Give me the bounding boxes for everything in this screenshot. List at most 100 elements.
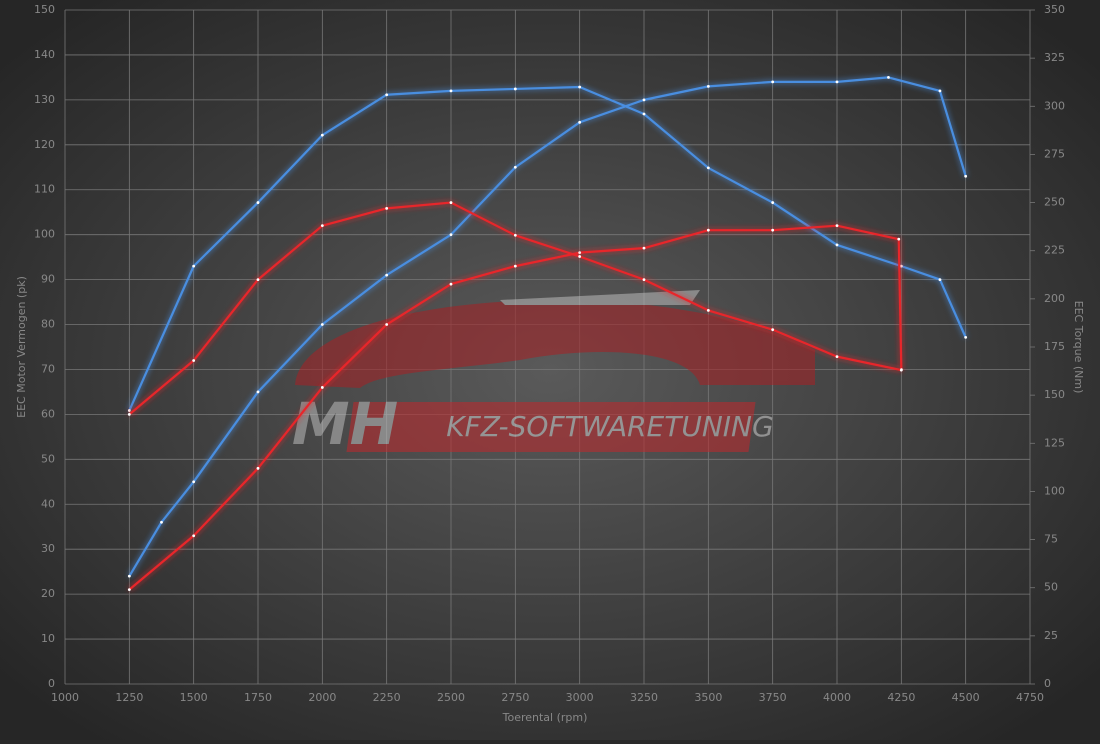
y2-tick-label: 150 [1044, 388, 1065, 401]
point [160, 520, 163, 524]
y2-tick-label: 200 [1044, 292, 1065, 305]
point [706, 309, 710, 312]
point [513, 87, 517, 91]
point [578, 120, 582, 124]
point [449, 201, 453, 204]
y-tick-label: 120 [34, 138, 55, 151]
point [513, 264, 517, 268]
point [192, 480, 196, 484]
point [127, 413, 131, 416]
series-line [128, 76, 967, 577]
x-tick-label: 2750 [501, 691, 529, 704]
y2-tick-label: 125 [1044, 436, 1065, 449]
point [449, 89, 453, 93]
x-tick-label: 4250 [887, 691, 915, 704]
y2-tick-label: 75 [1044, 533, 1058, 546]
point [642, 278, 646, 281]
y-tick-label: 150 [34, 3, 55, 16]
point [385, 93, 389, 97]
x-tick-label: 1500 [180, 691, 208, 704]
x-tick-label: 3500 [694, 691, 722, 704]
y2-axis-label: EEC Torque (Nm) [1072, 301, 1085, 394]
y-tick-label: 40 [41, 497, 55, 510]
point [192, 264, 196, 268]
y-tick-label: 10 [41, 632, 55, 645]
point [320, 323, 324, 326]
point [938, 278, 942, 281]
point [127, 588, 131, 592]
x-tick-label: 4750 [1016, 691, 1044, 704]
watermark-band [346, 402, 756, 452]
watermark: MH KFZ-SOFTWARETUNING [292, 290, 815, 458]
y2-tick-label: 50 [1044, 581, 1058, 594]
point [320, 224, 324, 228]
y-tick-label: 100 [34, 228, 55, 241]
y-tick-label: 80 [41, 318, 55, 331]
point [706, 84, 710, 88]
point [256, 390, 260, 394]
watermark-text: KFZ-SOFTWARETUNING [446, 410, 773, 443]
point [899, 264, 903, 268]
x-tick-label: 4500 [952, 691, 980, 704]
point [127, 574, 131, 578]
y2-tick-label: 25 [1044, 629, 1058, 642]
point [706, 166, 710, 170]
y-tick-label: 70 [41, 362, 55, 375]
x-tick-label: 2250 [373, 691, 401, 704]
point [192, 534, 196, 538]
point [964, 174, 968, 178]
x-tick-label: 3000 [566, 691, 594, 704]
point [192, 359, 196, 362]
point [320, 386, 324, 389]
x-tick-label: 2500 [437, 691, 465, 704]
point [642, 112, 646, 116]
point [578, 255, 582, 258]
point [320, 133, 324, 137]
point [385, 273, 389, 277]
y2-tick-label: 250 [1044, 196, 1065, 209]
x-tick-label: 1000 [51, 691, 79, 704]
y-tick-label: 130 [34, 93, 55, 106]
y2-tick-label: 275 [1044, 147, 1065, 160]
y-tick-label: 110 [34, 183, 55, 196]
x-tick-label: 3250 [630, 691, 658, 704]
point [835, 355, 839, 359]
point [835, 243, 839, 247]
y-tick-label: 50 [41, 452, 55, 465]
point [835, 224, 839, 228]
y2-tick-label: 225 [1044, 244, 1065, 257]
y2-tick-label: 0 [1044, 677, 1051, 690]
point [771, 80, 775, 84]
y-axis-label: EEC Motor Vermogen (pk) [15, 276, 28, 418]
point [513, 165, 517, 169]
y-tick-label: 30 [41, 542, 55, 555]
x-tick-label: 1750 [244, 691, 272, 704]
point [964, 335, 968, 339]
point [449, 282, 453, 286]
y-tick-label: 60 [41, 407, 55, 420]
point [578, 251, 582, 255]
y-tick-label: 0 [48, 677, 55, 690]
point [887, 76, 890, 79]
y-tick-label: 20 [41, 587, 55, 600]
watermark-roof [500, 290, 700, 305]
point [256, 278, 260, 281]
series-line [128, 224, 903, 591]
x-tick-label: 3750 [759, 691, 787, 704]
point [513, 233, 517, 237]
point [771, 201, 775, 204]
point [642, 98, 646, 102]
point [449, 233, 453, 237]
point [706, 228, 710, 232]
point [256, 201, 260, 204]
point [835, 80, 839, 84]
point [385, 206, 389, 210]
y2-tick-label: 300 [1044, 99, 1065, 112]
y2-tick-label: 325 [1044, 51, 1065, 64]
watermark-car [295, 300, 815, 388]
point [385, 323, 389, 326]
point [771, 328, 775, 332]
y2-tick-label: 100 [1044, 484, 1065, 497]
